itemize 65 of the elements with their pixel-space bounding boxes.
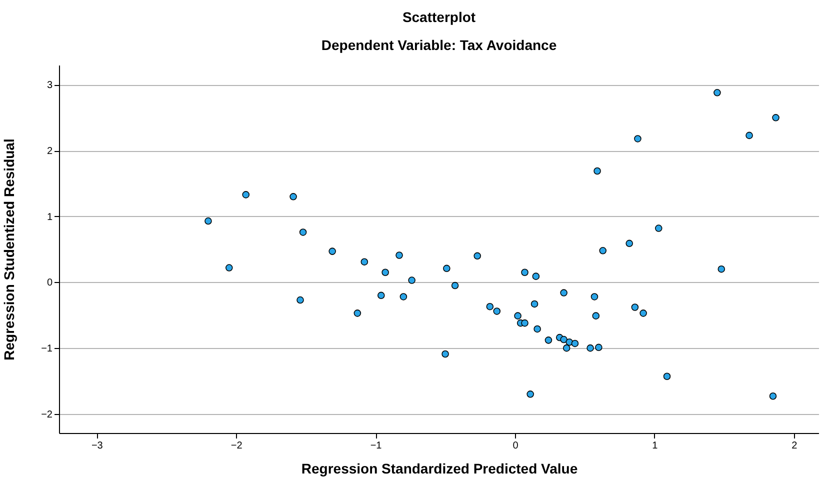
point [296,296,304,304]
point [521,319,528,327]
point [544,336,552,344]
point [204,217,212,225]
point [534,325,541,333]
point [654,224,662,232]
chart-subtitle: Dependent Variable: Tax Avoidance [321,37,557,53]
point [562,344,570,352]
x-axis-title: Regression Standardized Predicted Value [301,460,578,476]
point [442,350,449,358]
point [631,304,639,311]
x-tick-label: −2 [230,440,243,452]
point [526,390,534,398]
point [594,167,601,175]
y-tick-label: −2 [41,409,53,420]
point [746,132,753,140]
point [714,89,721,96]
y-tick-label: 2 [46,146,53,158]
point [377,292,385,300]
point [560,289,568,296]
point [634,135,642,142]
point [532,272,540,280]
point [443,264,450,272]
point [328,248,336,255]
point [640,310,647,317]
point [718,265,726,273]
x-tick-label: −1 [370,440,382,452]
point [592,312,600,320]
point [493,308,501,315]
point [242,191,250,198]
point [408,276,416,284]
point [560,336,568,344]
point [599,247,606,254]
y-tick-label: 1 [46,212,53,223]
point [400,293,408,300]
point [354,310,362,317]
point [514,312,522,320]
chart-title: Scatterplot [402,9,476,25]
point [586,344,594,352]
y-tick-label: 0 [46,278,53,289]
point [299,228,307,236]
point [451,282,459,290]
point [663,372,671,380]
point [486,302,494,310]
point [290,193,297,200]
point [571,340,579,348]
point [382,268,389,276]
point [474,252,481,260]
point [360,258,368,266]
y-tick-label: 3 [46,80,53,92]
point [626,240,633,248]
point [225,264,233,272]
point [769,392,777,400]
point [521,268,528,276]
y-axis-title: Regression Studentized Residual [1,138,18,360]
x-tick-label: 1 [652,440,658,452]
y-tick-label: −1 [41,344,53,355]
x-tick-label: −3 [91,440,104,452]
x-tick-label: 2 [792,440,798,452]
point [530,300,538,308]
x-tick-label: 0 [512,440,519,452]
point [595,344,602,352]
point [590,293,598,300]
point [396,252,403,259]
point [772,114,780,122]
